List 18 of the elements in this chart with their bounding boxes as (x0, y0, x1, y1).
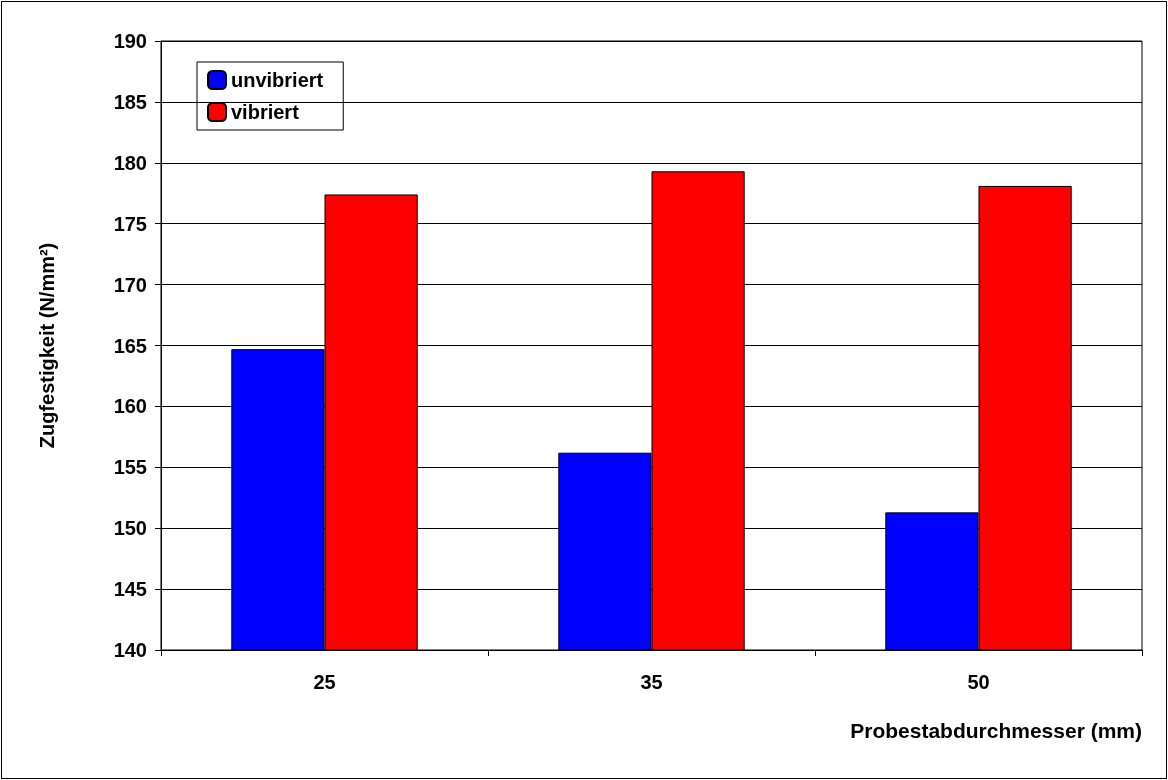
y-tick-label: 165 (113, 334, 147, 357)
x-tick-label: 25 (313, 671, 336, 693)
y-tick-label: 180 (113, 151, 147, 174)
y-tick-label: 140 (113, 639, 147, 661)
y-tick-label: 170 (113, 273, 147, 296)
y-tick-label: 160 (113, 395, 147, 418)
y-tick-label: 145 (113, 578, 147, 601)
y-tick-label: 155 (113, 456, 147, 479)
y-tick-label: 175 (113, 212, 147, 235)
y-tick-label: 185 (113, 90, 147, 113)
x-tick-label: 50 (967, 671, 990, 693)
legend-label: unvibriert (231, 69, 324, 91)
y-tick-label: 150 (113, 517, 147, 540)
x-axis-title: Probestabdurchmesser (mm) (850, 719, 1142, 742)
legend-label: vibriert (231, 101, 300, 123)
y-tick-label: 190 (113, 30, 147, 52)
y-axis-title: Zugfestigkeit (N/mm²) (36, 242, 58, 449)
x-tick-label: 35 (640, 671, 663, 693)
